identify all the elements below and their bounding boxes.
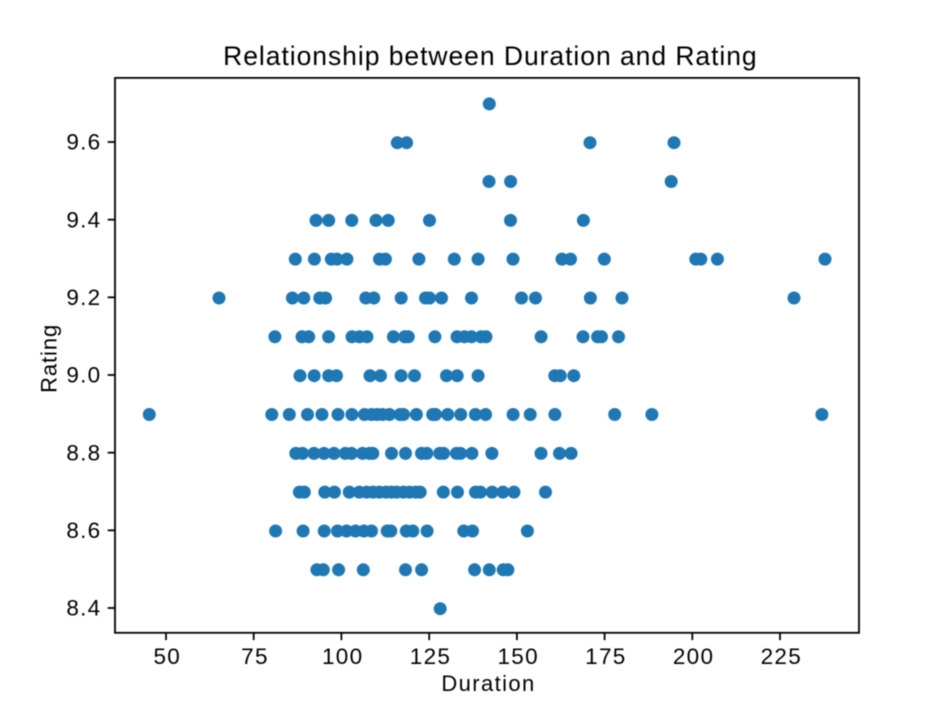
svg-text:Duration: Duration [441, 671, 535, 696]
svg-text:75: 75 [241, 644, 269, 669]
svg-text:50: 50 [153, 644, 181, 669]
svg-text:9.6: 9.6 [66, 130, 101, 155]
svg-text:175: 175 [585, 644, 626, 669]
svg-text:9.2: 9.2 [66, 285, 101, 310]
svg-text:8.8: 8.8 [66, 440, 101, 465]
svg-text:8.4: 8.4 [66, 596, 101, 621]
svg-text:9.0: 9.0 [66, 363, 101, 388]
svg-text:225: 225 [761, 644, 802, 669]
svg-text:200: 200 [673, 644, 714, 669]
svg-text:Relationship between Duration: Relationship between Duration and Rating [223, 41, 757, 71]
svg-text:8.6: 8.6 [66, 518, 101, 543]
svg-text:9.4: 9.4 [66, 207, 101, 232]
svg-text:Rating: Rating [37, 324, 62, 393]
svg-text:125: 125 [410, 644, 451, 669]
svg-text:100: 100 [322, 644, 363, 669]
svg-text:150: 150 [497, 644, 538, 669]
